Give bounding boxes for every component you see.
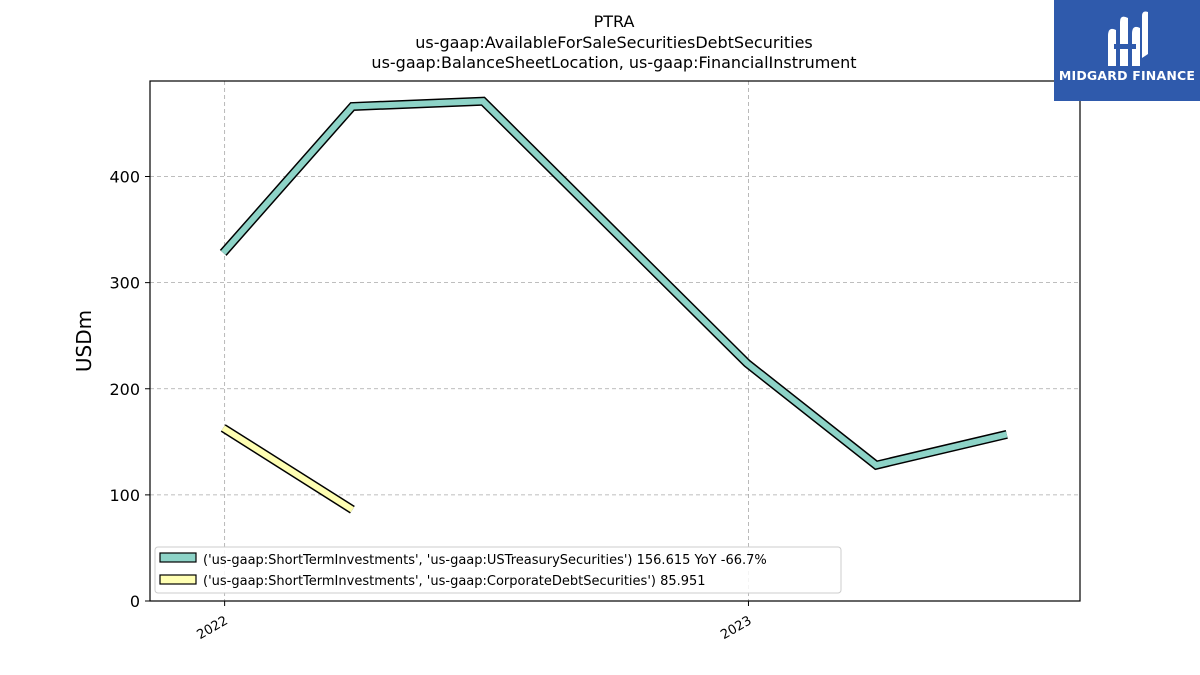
chart-title: PTRA <box>594 12 635 31</box>
legend-label-treasury: ('us-gaap:ShortTermInvestments', 'us-gaa… <box>203 553 767 568</box>
chart-subtitle-line-1: us-gaap:AvailableForSaleSecuritiesDebtSe… <box>415 33 813 52</box>
legend-swatch-treasury <box>159 552 197 563</box>
x-axis-ticks: 2022 2023 <box>194 601 754 643</box>
logo-text: MIDGARD FINANCE <box>1058 68 1196 83</box>
legend-swatch-corporate <box>159 574 197 585</box>
y-axis-label: USDm <box>72 310 96 372</box>
plot-frame <box>149 80 1081 602</box>
y-tick-label: 100 <box>109 486 140 505</box>
y-tick-label: 400 <box>109 168 140 187</box>
midgard-finance-logo: MIDGARD FINANCE <box>1054 0 1200 101</box>
chart-subtitle-line-2: us-gaap:BalanceSheetLocation, us-gaap:Fi… <box>371 53 856 72</box>
grid <box>150 81 1080 601</box>
logo-mark-icon <box>1108 11 1148 67</box>
series-lines <box>219 96 1008 514</box>
y-tick-label: 300 <box>109 274 140 293</box>
legend-box <box>154 546 842 594</box>
series-outline-0 <box>219 96 1008 471</box>
series-line-0 <box>220 98 1008 469</box>
legend-label-corporate: ('us-gaap:ShortTermInvestments', 'us-gaa… <box>203 574 706 589</box>
x-tick-label: 2023 <box>718 613 754 643</box>
y-tick-label: 200 <box>109 380 140 399</box>
x-tick-label: 2022 <box>194 613 230 643</box>
legend: ('us-gaap:ShortTermInvestments', 'us-gaa… <box>154 546 842 594</box>
y-tick-label: 0 <box>130 592 140 611</box>
series-line-1 <box>221 425 355 513</box>
y-axis-ticks: 0 100 200 300 400 <box>109 168 150 611</box>
